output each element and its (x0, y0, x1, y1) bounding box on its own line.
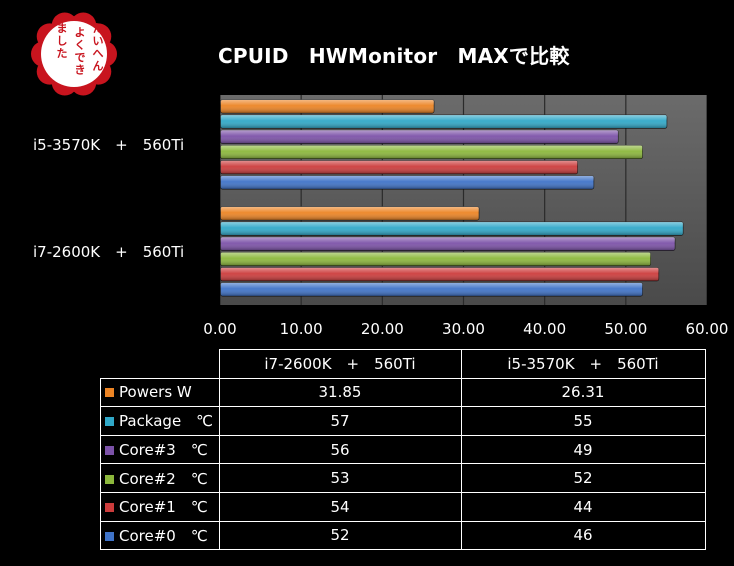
legend-label: Powers W (119, 383, 192, 402)
x-tick-label: 20.00 (360, 320, 404, 338)
table-cell: 56 (218, 434, 462, 465)
data-table: i7-2600K + 560Ti i5-3570K + 560Ti Powers… (100, 349, 706, 551)
legend-entry: Core#1 ℃ (100, 491, 220, 522)
table-row: Core#1 ℃ 54 44 (100, 491, 706, 522)
table-cell: 57 (218, 406, 462, 436)
stamp-char: ま (57, 22, 68, 35)
bar (220, 206, 480, 221)
x-tick-label: 10.00 (279, 320, 323, 338)
table-cell: 46 (460, 520, 706, 551)
stamp-char: き (75, 64, 86, 77)
bar (220, 267, 660, 282)
legend-label: Core#3 ℃ (119, 441, 208, 460)
bar (220, 221, 684, 236)
legend-key (105, 417, 114, 427)
bar (220, 160, 578, 175)
legend-entry: Package ℃ (100, 406, 220, 436)
stamp-char: ん (93, 60, 104, 73)
stamp-char: た (93, 22, 104, 35)
stamp-char: し (57, 35, 68, 48)
legend-key (105, 503, 114, 513)
table-row: Core#0 ℃ 52 46 (100, 520, 706, 551)
table-cell: 26.31 (460, 377, 706, 408)
x-tick-label: 50.00 (604, 320, 648, 338)
legend-entry: Core#0 ℃ (100, 520, 220, 551)
x-tick-label: 40.00 (523, 320, 567, 338)
data-table-header: i7-2600K + 560Ti i5-3570K + 560Ti (100, 349, 706, 379)
table-row: Package ℃ 57 55 (100, 406, 706, 436)
table-cell: 52 (218, 520, 462, 551)
bar (220, 175, 595, 190)
table-corner (100, 349, 220, 379)
category-label: i5-3570K + 560Ti (33, 136, 185, 155)
legend-label: Core#2 ℃ (119, 469, 208, 488)
table-row: Powers W 31.85 26.31 (100, 377, 706, 408)
table-cell: 55 (460, 406, 706, 436)
table-cell: 52 (460, 463, 706, 493)
legend-entry: Core#2 ℃ (100, 463, 220, 493)
table-cell: 49 (460, 434, 706, 465)
table-cell: 53 (218, 463, 462, 493)
stamp-char: で (75, 51, 86, 64)
bar (220, 236, 676, 251)
x-tick-label: 60.00 (685, 320, 729, 338)
legend-key (105, 388, 114, 398)
bar (220, 114, 668, 129)
bar (220, 251, 651, 267)
legend-entry: Powers W (100, 377, 220, 408)
table-cell: 31.85 (218, 377, 462, 408)
category-label: i7-2600K + 560Ti (33, 243, 185, 262)
stamp-char: た (57, 47, 68, 60)
stamp-char: へ (93, 47, 104, 60)
col-header-i5: i5-3570K + 560Ti (460, 349, 706, 379)
legend-key (105, 446, 114, 456)
col-header-i7: i7-2600K + 560Ti (218, 349, 462, 379)
legend-key (105, 531, 114, 541)
x-tick-label: 0.00 (203, 320, 237, 338)
bar (220, 129, 619, 144)
stamp-char: よ (75, 26, 86, 39)
x-tick-label: 30.00 (442, 320, 485, 338)
bar (220, 99, 435, 114)
bar (220, 144, 643, 160)
table-row: Core#2 ℃ 53 52 (100, 463, 706, 493)
plot-area (220, 95, 707, 305)
bar (220, 282, 643, 297)
chart-title: CPUID HWMonitor MAXで比較 (218, 44, 570, 68)
stamp-char: く (75, 39, 86, 52)
legend-entry: Core#3 ℃ (100, 434, 220, 465)
table-cell: 54 (218, 491, 462, 522)
legend-label: Core#0 ℃ (119, 526, 208, 545)
legend-label: Core#1 ℃ (119, 498, 208, 517)
bars (220, 99, 684, 297)
stamp-char: い (93, 35, 104, 48)
table-row: Core#3 ℃ 56 49 (100, 434, 706, 465)
legend-key (105, 474, 114, 484)
legend-label: Package ℃ (119, 412, 214, 431)
stamp-center (41, 21, 107, 87)
table-cell: 44 (460, 491, 706, 522)
